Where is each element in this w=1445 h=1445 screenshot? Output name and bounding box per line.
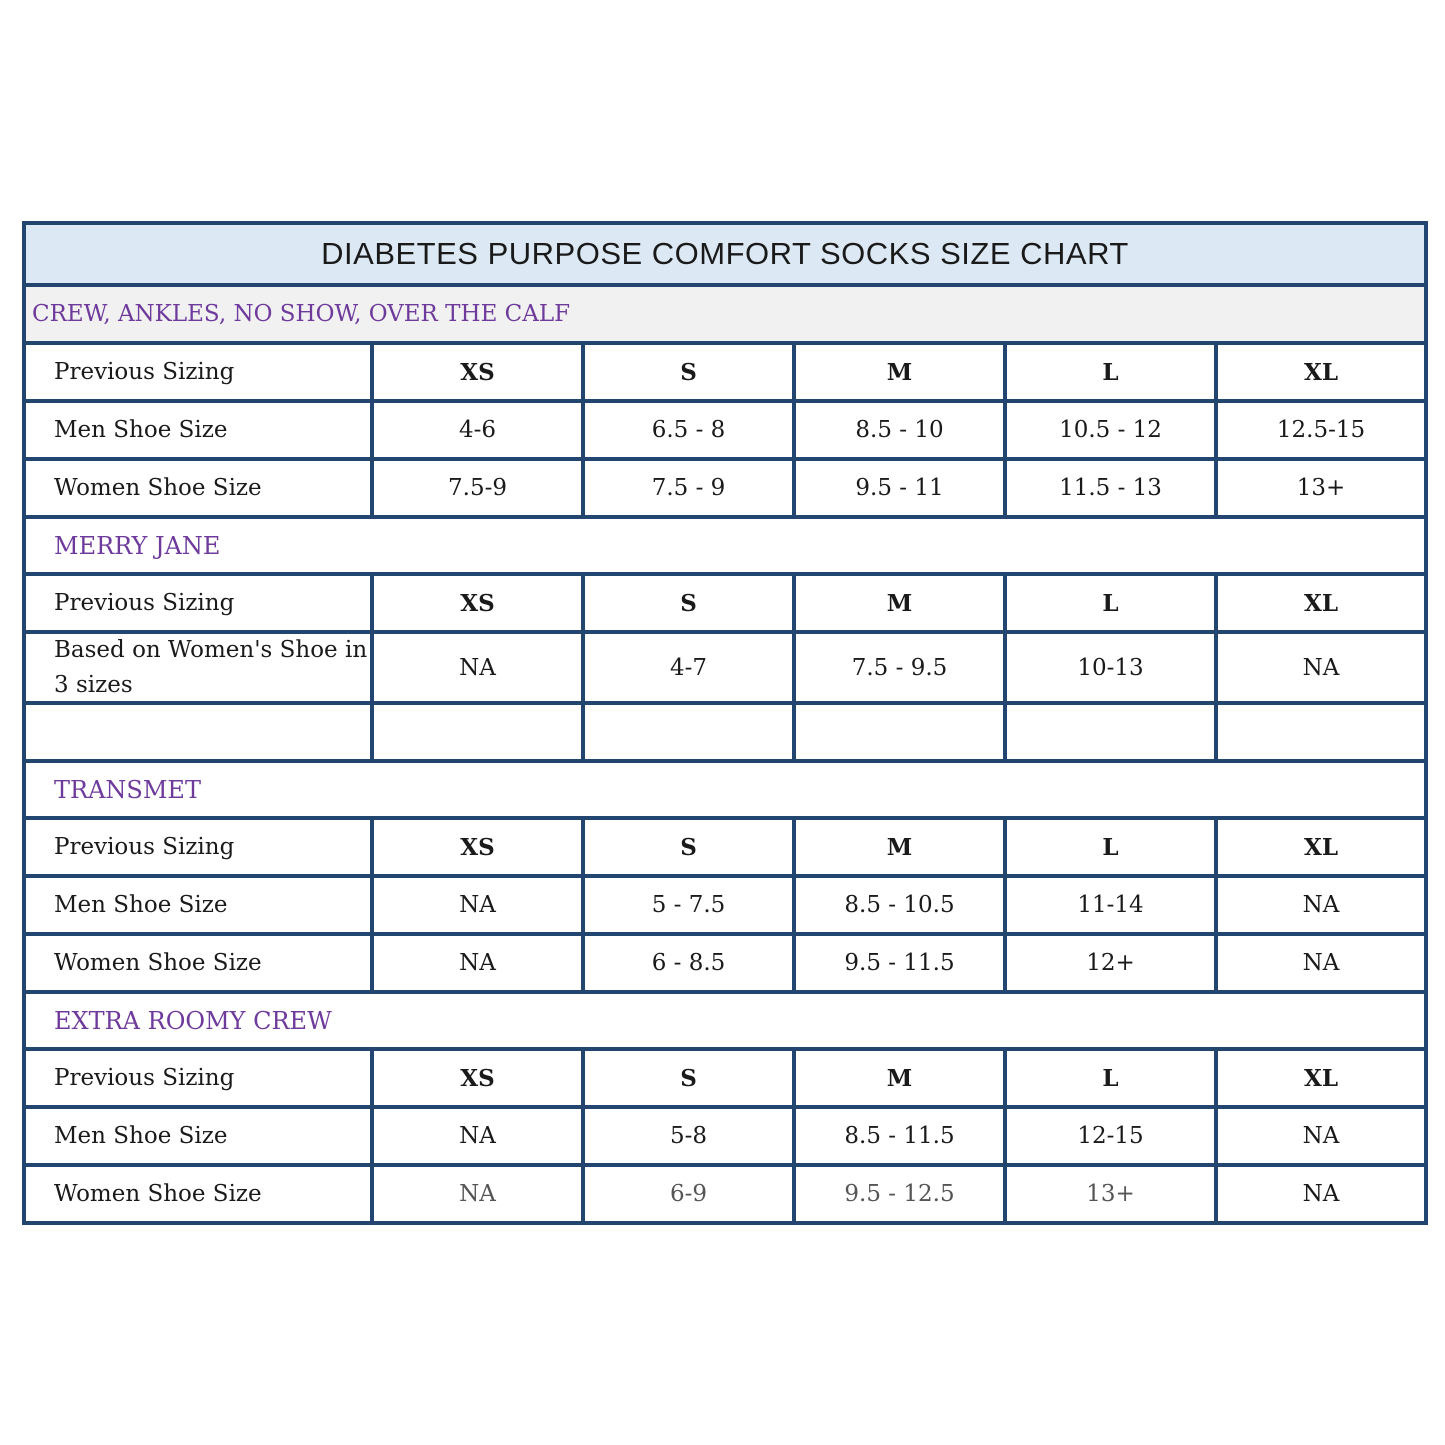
- table-row: Previous Sizing XS S M L XL: [26, 820, 1424, 878]
- size-cell: 10.5 - 12: [1007, 403, 1218, 457]
- size-cell: L: [1007, 345, 1218, 399]
- table-row: Men Shoe Size NA 5-8 8.5 - 11.5 12-15 NA: [26, 1109, 1424, 1167]
- size-cell: 6 - 8.5: [585, 936, 796, 990]
- size-cell: 9.5 - 11.5: [796, 936, 1007, 990]
- size-cell: [374, 705, 585, 759]
- size-cell: 7.5-9: [374, 461, 585, 515]
- row-label: Women Shoe Size: [26, 936, 374, 990]
- size-cell: NA: [1302, 654, 1340, 681]
- size-cell: S: [585, 820, 796, 874]
- size-cell: XS: [374, 345, 585, 399]
- row-label: Previous Sizing: [26, 345, 374, 399]
- size-cell: S: [585, 576, 796, 630]
- size-cell: M: [796, 576, 1007, 630]
- size-cell: NA: [1302, 892, 1340, 918]
- size-cell: S: [585, 1051, 796, 1105]
- table-row: Women Shoe Size 7.5-9 7.5 - 9 9.5 - 11 1…: [26, 461, 1424, 519]
- size-cell: 5 - 7.5: [585, 878, 796, 932]
- size-cell: [796, 705, 1007, 759]
- size-cell: [1218, 705, 1424, 759]
- size-chart-table: DIABETES PURPOSE COMFORT SOCKS SIZE CHAR…: [22, 221, 1428, 1225]
- size-cell: NA: [374, 878, 585, 932]
- table-row: Previous Sizing XS S M L XL: [26, 345, 1424, 403]
- row-label: [26, 705, 374, 759]
- table-row: Based on Women's Shoe in 3 sizes NA 4-7 …: [26, 634, 1424, 705]
- size-cell: [1007, 705, 1218, 759]
- size-cell: NA: [374, 936, 585, 990]
- size-cell: 13+: [1007, 1167, 1218, 1221]
- size-cell: 13+: [1296, 475, 1346, 501]
- size-cell: 4-7: [585, 634, 796, 701]
- size-cell: 6.5 - 8: [585, 403, 796, 457]
- row-label: Women Shoe Size: [26, 1167, 374, 1221]
- size-cell: 5-8: [585, 1109, 796, 1163]
- size-cell: 11.5 - 13: [1007, 461, 1218, 515]
- size-cell: XL: [1303, 358, 1339, 386]
- row-label: Men Shoe Size: [26, 403, 374, 457]
- size-cell: NA: [374, 1167, 585, 1221]
- row-label: Previous Sizing: [26, 820, 374, 874]
- section-header-transmet: TRANSMET: [26, 763, 1424, 820]
- size-cell: XL: [1303, 833, 1339, 861]
- size-cell: 7.5 - 9.5: [796, 634, 1007, 701]
- table-row: Men Shoe Size NA 5 - 7.5 8.5 - 10.5 11-1…: [26, 878, 1424, 936]
- table-row: Women Shoe Size NA 6 - 8.5 9.5 - 11.5 12…: [26, 936, 1424, 994]
- size-cell: M: [796, 345, 1007, 399]
- size-cell: 6-9: [585, 1167, 796, 1221]
- size-cell: [585, 705, 796, 759]
- size-cell: XL: [1303, 589, 1339, 617]
- size-cell: M: [796, 820, 1007, 874]
- size-cell: L: [1007, 1051, 1218, 1105]
- table-row-empty: [26, 705, 1424, 763]
- chart-title: DIABETES PURPOSE COMFORT SOCKS SIZE CHAR…: [26, 225, 1424, 287]
- size-cell: 9.5 - 11: [796, 461, 1007, 515]
- size-cell: 12.5-15: [1276, 417, 1366, 443]
- size-cell: NA: [1302, 1181, 1340, 1207]
- size-cell: M: [796, 1051, 1007, 1105]
- size-cell: S: [585, 345, 796, 399]
- size-cell: L: [1007, 820, 1218, 874]
- table-row: Women Shoe Size NA 6-9 9.5 - 12.5 13+ NA: [26, 1167, 1424, 1221]
- size-cell: XL: [1303, 1064, 1339, 1092]
- size-cell: NA: [374, 1109, 585, 1163]
- size-cell: 8.5 - 10: [796, 403, 1007, 457]
- table-row: Men Shoe Size 4-6 6.5 - 8 8.5 - 10 10.5 …: [26, 403, 1424, 461]
- size-cell: 8.5 - 11.5: [796, 1109, 1007, 1163]
- row-label: Women Shoe Size: [26, 461, 374, 515]
- size-cell: XS: [374, 820, 585, 874]
- size-cell: 4-6: [374, 403, 585, 457]
- size-cell: XS: [374, 576, 585, 630]
- size-cell: 9.5 - 12.5: [796, 1167, 1007, 1221]
- row-label: Men Shoe Size: [26, 1109, 374, 1163]
- row-label: Previous Sizing: [26, 576, 374, 630]
- row-label: Based on Women's Shoe in 3 sizes: [26, 634, 374, 701]
- size-cell: L: [1007, 576, 1218, 630]
- row-label: Previous Sizing: [26, 1051, 374, 1105]
- size-cell: 11-14: [1007, 878, 1218, 932]
- table-row: Previous Sizing XS S M L XL: [26, 1051, 1424, 1109]
- size-cell: NA: [1302, 1123, 1340, 1149]
- size-cell: 7.5 - 9: [585, 461, 796, 515]
- size-cell: 8.5 - 10.5: [796, 878, 1007, 932]
- size-cell: XS: [374, 1051, 585, 1105]
- row-label: Men Shoe Size: [26, 878, 374, 932]
- section-header-merry-jane: MERRY JANE: [26, 519, 1424, 576]
- section-header-crew: CREW, ANKLES, NO SHOW, OVER THE CALF: [26, 287, 1424, 345]
- size-cell: 10-13: [1007, 634, 1218, 701]
- section-header-extra-roomy-crew: EXTRA ROOMY CREW: [26, 994, 1424, 1051]
- size-cell: NA: [1302, 950, 1340, 976]
- size-cell: NA: [374, 634, 585, 701]
- table-row: Previous Sizing XS S M L XL: [26, 576, 1424, 634]
- size-cell: 12+: [1007, 936, 1218, 990]
- size-cell: 12-15: [1007, 1109, 1218, 1163]
